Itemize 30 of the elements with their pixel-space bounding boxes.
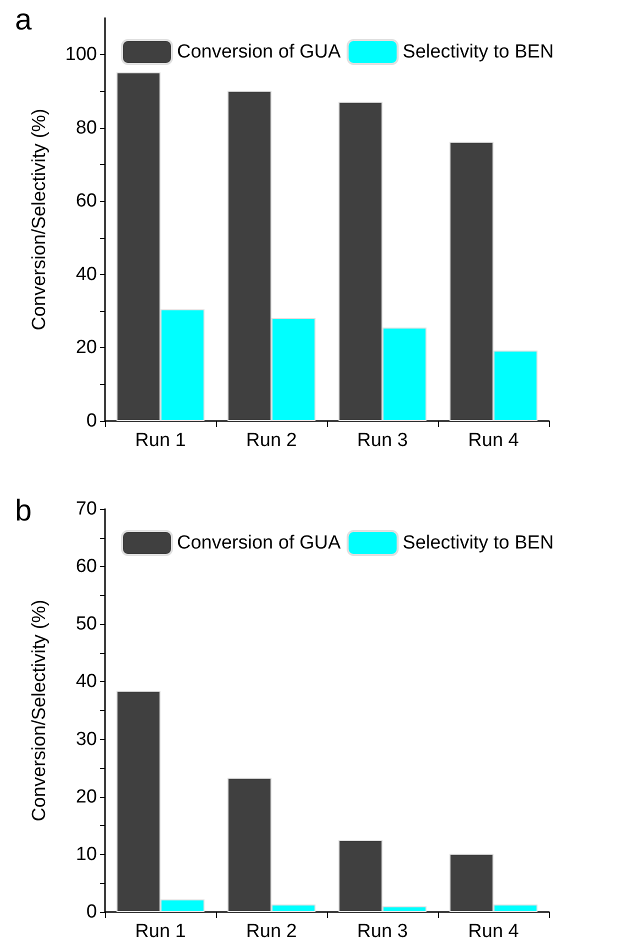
y-tick-label: 40 — [76, 264, 97, 285]
x-tick-label: Run 2 — [246, 430, 297, 451]
x-tick-label: Run 4 — [468, 430, 520, 451]
y-tick-label: 80 — [76, 117, 97, 138]
y-tick-label: 50 — [76, 614, 97, 635]
x-tick-label: Run 4 — [468, 921, 520, 942]
y-tick-label: 70 — [76, 498, 97, 520]
y-tick-label: 60 — [76, 190, 97, 212]
y-tick-label: 60 — [76, 556, 97, 578]
x-tick-label: Run 1 — [135, 430, 186, 451]
y-axis-title: Conversion/Selectivity (%) — [29, 600, 50, 822]
chart-title: a — [15, 4, 32, 36]
x-tick-label: Run 3 — [357, 921, 408, 942]
x-tick-label: Run 1 — [135, 921, 186, 942]
legend-label: Selectivity to BEN — [402, 532, 554, 554]
y-tick-label: 40 — [76, 671, 97, 692]
y-tick-label: 20 — [76, 786, 97, 808]
x-tick-label: Run 2 — [246, 921, 297, 942]
y-tick-label: 0 — [86, 902, 97, 922]
y-tick-label: 30 — [76, 728, 97, 750]
legend-label: Conversion of GUA — [177, 532, 342, 554]
y-tick-label: 10 — [76, 844, 97, 865]
legend-label: Selectivity to BEN — [402, 42, 554, 62]
y-tick-label: 0 — [86, 410, 97, 432]
chart-title: b — [15, 494, 32, 528]
y-axis-title: Conversion/Selectivity (%) — [29, 108, 50, 330]
x-tick-label: Run 3 — [357, 430, 408, 451]
y-tick-label: 100 — [65, 44, 97, 66]
legend-label: Conversion of GUA — [177, 42, 342, 62]
y-tick-label: 20 — [76, 337, 97, 358]
